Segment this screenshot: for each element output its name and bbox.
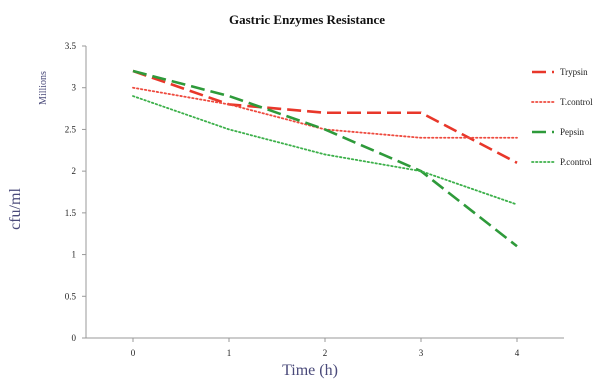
legend-label-pepsin: Pepsin: [560, 127, 585, 137]
x-ticks: 0 1 2 3 4: [131, 338, 520, 358]
x-tick-label: 2: [323, 348, 328, 358]
y-tick-label: 0: [72, 333, 77, 343]
legend: Trypsin T.control Pepsin P.control: [531, 67, 593, 167]
series-line-pepsin: [132, 69, 518, 248]
x-tick-label: 1: [227, 348, 232, 358]
y-ticks: 0 0.5 1 1.5 2 2.5 3 3.5: [65, 41, 86, 343]
y-tick-label: 1.5: [65, 208, 77, 218]
legend-label-t-control: T.control: [560, 97, 593, 107]
y-tick-label: 3.5: [65, 41, 77, 51]
y-tick-label: 2: [72, 166, 77, 176]
series-line-p-control: [132, 95, 518, 206]
y-axis-label: cfu/ml: [7, 188, 24, 230]
series-lines: [132, 69, 518, 248]
y-tick-label: 1: [72, 250, 77, 260]
y-units-label: Millions: [38, 71, 49, 105]
y-tick-label: 2.5: [65, 124, 77, 134]
legend-label-trypsin: Trypsin: [560, 67, 588, 77]
x-axis-label: Time (h): [282, 362, 338, 379]
y-tick-label: 0.5: [65, 291, 77, 301]
y-tick-label: 3: [72, 83, 77, 93]
chart-title: Gastric Enzymes Resistance: [229, 12, 385, 27]
series-line-trypsin: [132, 69, 518, 164]
x-tick-label: 3: [419, 348, 424, 358]
legend-label-p-control: P.control: [560, 157, 592, 167]
x-tick-label: 4: [515, 348, 520, 358]
x-tick-label: 0: [131, 348, 136, 358]
